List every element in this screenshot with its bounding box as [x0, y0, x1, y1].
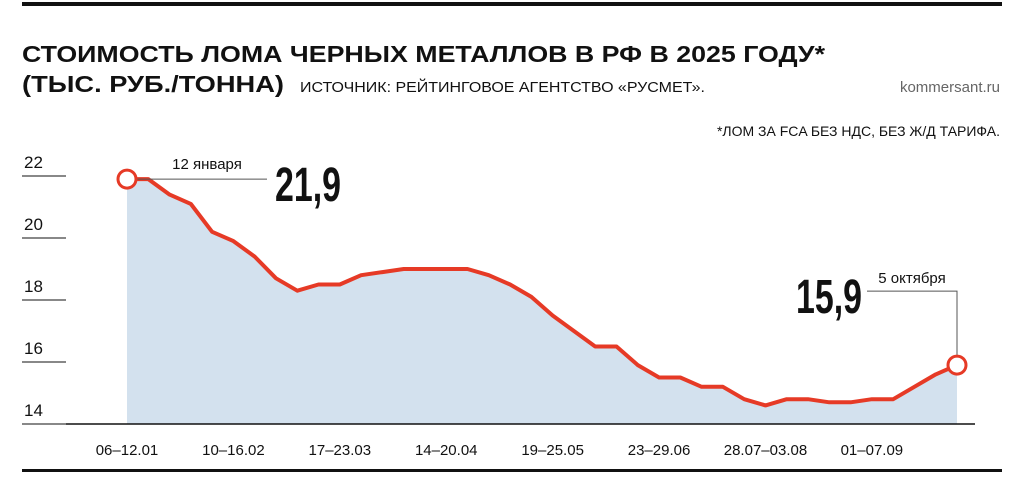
area: [127, 179, 957, 424]
x-tick-label: 01–07.09: [841, 442, 904, 459]
annotation-date: 5 октября: [878, 270, 945, 287]
brand: kommersant.ru: [900, 79, 1000, 96]
marker: [116, 168, 138, 190]
footnote: *ЛОМ ЗА FCA БЕЗ НДС, БЕЗ Ж/Д ТАРИФА.: [717, 123, 1000, 139]
x-tick-label: 28.07–03.08: [724, 442, 807, 459]
x-tick-label: 06–12.01: [96, 442, 159, 459]
y-tick-label: 22: [24, 153, 43, 172]
y-tick-label: 18: [24, 277, 43, 296]
line: [125, 177, 959, 408]
marker: [946, 354, 968, 376]
chart-subtitle: (ТЫС. РУБ./ТОННА): [22, 71, 284, 97]
x-tick-label: 17–23.03: [309, 442, 372, 459]
leader: [867, 290, 958, 366]
y-tick-label: 14: [24, 401, 43, 420]
top-rule: [22, 2, 1002, 6]
x-tick-label: 23–29.06: [628, 442, 691, 459]
value-label: 15,9: [796, 271, 862, 324]
y-tick-label: 16: [24, 339, 43, 358]
x-tick-label: 19–25.05: [521, 442, 584, 459]
source: ИСТОЧНИК: РЕЙТИНГОВОЕ АГЕНТСТВО «РУСМЕТ»…: [300, 78, 705, 96]
value-label: 21,9: [275, 159, 341, 212]
bottom-rule: [22, 469, 1002, 472]
annotation-date: 12 января: [172, 156, 242, 173]
y-tick-label: 20: [24, 215, 43, 234]
x-tick-label: 10–16.02: [202, 442, 265, 459]
chart-title: СТОИМОСТЬ ЛОМА ЧЕРНЫХ МЕТАЛЛОВ В РФ В 20…: [22, 41, 825, 67]
x-tick-label: 14–20.04: [415, 442, 478, 459]
